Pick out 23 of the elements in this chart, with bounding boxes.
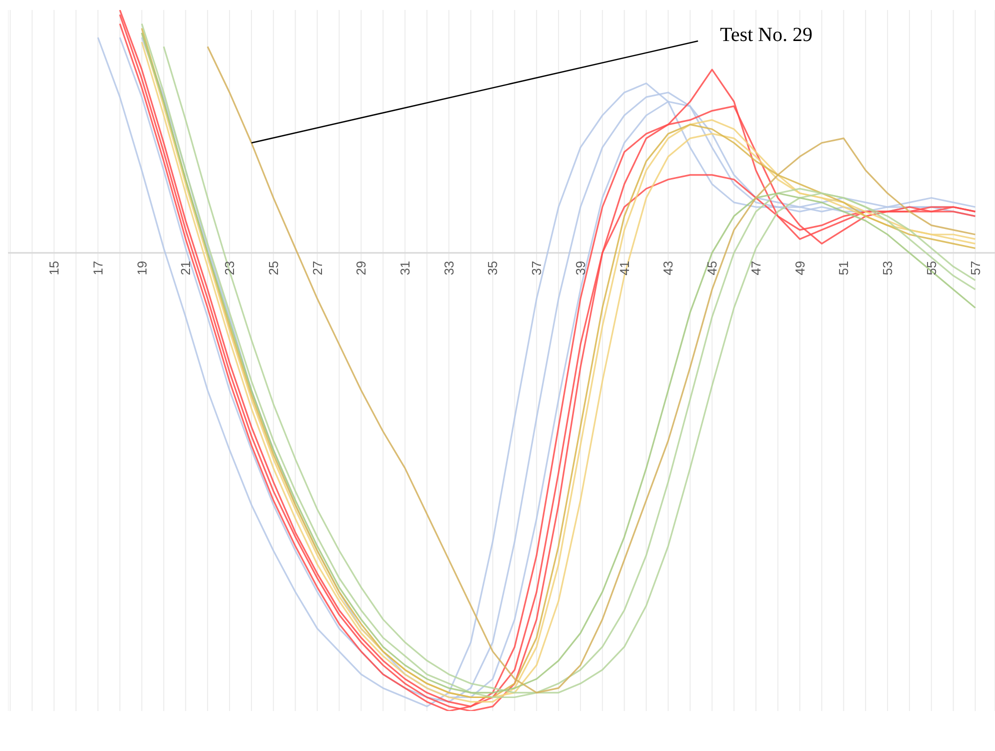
x-tick-label: 23: [222, 260, 238, 276]
x-tick-label: 47: [748, 260, 764, 276]
x-tick-label: 43: [660, 260, 676, 276]
x-tick-label: 31: [397, 260, 412, 276]
x-tick-label: 39: [572, 260, 588, 276]
x-tick-label: 15: [46, 260, 62, 276]
annotation: Test No. 29: [719, 23, 814, 48]
x-tick-label: 29: [354, 260, 369, 276]
x-tick-label: 35: [485, 260, 500, 276]
x-tick-label: 27: [310, 260, 325, 276]
x-tick-label: 53: [880, 260, 896, 276]
x-tick-label: 51: [836, 260, 852, 276]
x-tick-label: 57: [968, 260, 983, 276]
x-tick-label: 37: [529, 260, 544, 276]
x-tick-label: 33: [441, 260, 456, 276]
x-tick-label: 21: [178, 260, 194, 276]
x-tick-label: 55: [924, 260, 939, 276]
x-tick-label: 25: [266, 260, 281, 276]
x-tick-label: 19: [134, 260, 150, 276]
x-tick-label: 17: [90, 260, 106, 276]
x-tick-label: 49: [792, 260, 808, 276]
x-tick-label: 41: [616, 260, 632, 276]
x-tick-label: 45: [704, 260, 720, 276]
